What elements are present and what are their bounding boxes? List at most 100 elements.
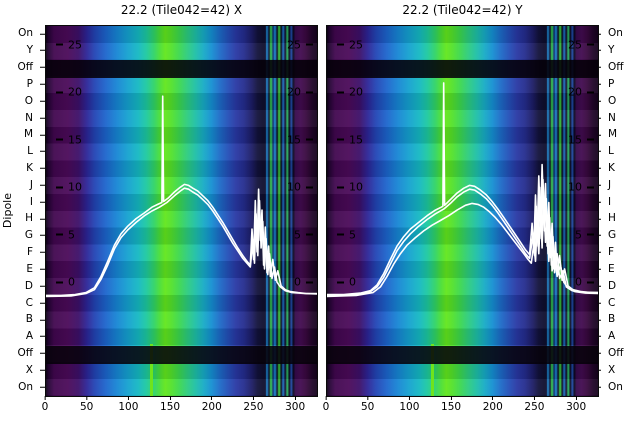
tick-mark — [587, 43, 594, 46]
x-tick-0: 0 — [322, 396, 330, 413]
dipole-row-label: C — [596, 297, 640, 308]
dipole-row-label: O — [596, 95, 640, 106]
tick-mark — [252, 396, 254, 400]
tick-mark — [337, 138, 344, 141]
tick-mark — [306, 233, 313, 236]
tick-mark — [587, 186, 594, 189]
tick-label: 20 — [68, 85, 82, 99]
overlay-ytick-right: 10 — [287, 181, 313, 194]
dipole-row-label: E — [596, 264, 640, 275]
dipole-row-label: M — [0, 129, 45, 140]
x-tick-150: 150 — [160, 396, 180, 413]
tick-label: 5 — [294, 228, 301, 242]
dipole-row-label: F — [596, 247, 640, 258]
tick-label: 20 — [287, 85, 301, 99]
tick-mark — [44, 396, 46, 400]
tick-label: 5 — [349, 228, 356, 242]
dipole-labels-left: On Y Off P O N M L K J I H G F E D C B A Off X On — [0, 25, 45, 395]
dipole-row-label: D — [596, 280, 640, 291]
tick-label: 15 — [568, 133, 582, 147]
tick-mark — [587, 281, 594, 284]
x-tick-150: 150 — [441, 396, 461, 413]
tick-mark — [337, 43, 344, 46]
x-axis-1: 0 50 100 150 200 250 300 — [322, 396, 599, 420]
overlay-ytick-right: 15 — [568, 133, 594, 146]
dipole-row-label: A — [596, 331, 640, 342]
overlay-ytick-right: 0 — [575, 276, 594, 289]
tick-mark — [337, 186, 344, 189]
overlay-ytick-left: 25 — [56, 38, 82, 51]
tick-mark — [533, 396, 535, 400]
tick-mark — [56, 186, 63, 189]
tick-mark — [56, 91, 63, 94]
dipole-row-label: B — [596, 314, 640, 325]
overlay-ytick-right: 10 — [568, 181, 594, 194]
dipole-row-label: J — [596, 180, 640, 191]
dipole-row-label: Off — [0, 348, 45, 359]
tick-mark — [408, 396, 410, 400]
x-tick-100: 100 — [118, 396, 138, 413]
bandpass-line — [46, 187, 317, 298]
dipole-row-label: On — [0, 28, 45, 39]
tick-mark — [587, 138, 594, 141]
tick-mark — [211, 396, 213, 400]
tick-label: 15 — [68, 133, 82, 147]
overlay-ytick-right: 5 — [575, 228, 594, 241]
dipole-row-label: P — [596, 79, 640, 90]
dipole-row-label: O — [0, 95, 45, 106]
tick-label: 200 — [201, 401, 222, 413]
x-tick-100: 100 — [399, 396, 419, 413]
panel-title-x: 22.2 (Tile042=42) X — [120, 3, 243, 17]
tick-mark — [492, 396, 494, 400]
bandpass-line — [327, 201, 598, 298]
x-tick-50: 50 — [80, 396, 93, 413]
bandpass-lines-0 — [46, 95, 317, 298]
overlay-ytick-left: 0 — [337, 276, 356, 289]
overlay-ytick-left: 20 — [56, 86, 82, 99]
tick-mark — [337, 233, 344, 236]
overlay-ytick-left: 15 — [337, 133, 363, 146]
dipole-row-label: Y — [596, 45, 640, 56]
dipole-row-label: Y — [0, 45, 45, 56]
tick-label: 250 — [524, 401, 545, 413]
dipole-row-label: I — [0, 196, 45, 207]
bandpass-line — [327, 178, 598, 297]
dipole-row-label: H — [0, 213, 45, 224]
dipole-row-label: X — [0, 365, 45, 376]
overlay-ytick-left: 0 — [56, 276, 75, 289]
x-tick-0: 0 — [42, 396, 48, 413]
overlay-ytick-left: 25 — [337, 38, 363, 51]
overlay-ytick-right: 0 — [294, 276, 313, 289]
plot-area-1: 25 25 20 20 15 15 10 10 5 5 0 0 — [326, 25, 599, 397]
dipole-row-label: F — [0, 247, 45, 258]
tick-label: 0 — [322, 401, 330, 413]
overlay-ytick-left: 20 — [337, 86, 363, 99]
tick-label: 150 — [441, 401, 462, 413]
dipole-row-label: Off — [596, 348, 640, 359]
overlay-ytick-right: 20 — [287, 86, 313, 99]
off-row-dark-band — [327, 59, 598, 78]
tick-mark — [306, 91, 313, 94]
tick-label: 300 — [285, 401, 306, 413]
dipole-row-label: P — [0, 79, 45, 90]
tick-label: 0 — [68, 275, 75, 289]
overlay-ytick-right: 20 — [568, 86, 594, 99]
tick-mark — [294, 396, 296, 400]
bandpass-lines-1 — [327, 82, 598, 298]
tick-label: 0 — [349, 275, 356, 289]
dipole-row-label: G — [0, 230, 45, 241]
dipole-row-label: K — [0, 163, 45, 174]
dipole-row-label: G — [596, 230, 640, 241]
x-tick-250: 250 — [243, 396, 263, 413]
dipole-row-label: Off — [596, 62, 640, 73]
dipole-row-label: On — [0, 381, 45, 392]
row-shading-0 — [46, 26, 317, 396]
tick-label: 15 — [287, 133, 301, 147]
tick-mark — [325, 396, 327, 400]
dipole-row-label: N — [0, 112, 45, 123]
overlay-ytick-left: 15 — [56, 133, 82, 146]
off-row-dark-band — [46, 59, 317, 78]
tick-mark — [306, 138, 313, 141]
dipole-row-label: C — [0, 297, 45, 308]
